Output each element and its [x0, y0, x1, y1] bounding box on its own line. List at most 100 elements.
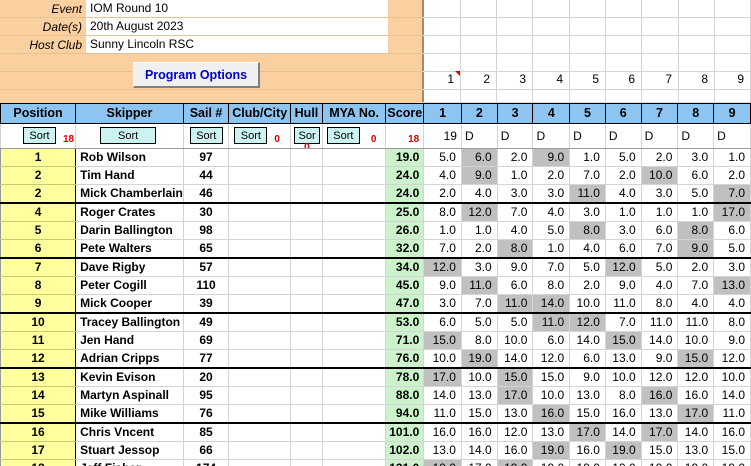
table-row[interactable]: 2 Mick Chamberlain 46 24.0 2.0 4.0 3.0 3.0 11.0 4… — [0, 184, 751, 204]
row-race-9-score: 3.0 — [713, 258, 751, 277]
table-row[interactable]: 6 Pete Walters 65 32.0 7.0 2.0 8.0 1.0 4.0 6.0 7.0… — [0, 239, 751, 259]
table-row[interactable]: 7 Dave Rigby 57 34.0 12.0 3.0 9.0 7.0 5.0 12.0 5.0… — [0, 258, 751, 277]
row-total-score: 53.0 — [385, 313, 425, 332]
row-club — [228, 368, 292, 387]
table-row[interactable]: 13 Kevin Evison 20 78.0 17.0 10.0 15.0 15.0 9.0 1… — [0, 368, 751, 387]
table-row[interactable]: 8 Peter Cogill 110 45.0 9.0 11.0 6.0 8.0 2.0 9.0 4… — [0, 276, 751, 295]
table-row[interactable]: 15 Mike Williams 76 94.0 11.0 15.0 13.0 16.0 15.… — [0, 404, 751, 424]
row-race-5-score: 16.0 — [569, 441, 606, 460]
table-row[interactable]: 14 Martyn Aspinall 95 88.0 14.0 13.0 17.0 10.0 1… — [0, 386, 751, 405]
row-total-score: 131.0 — [385, 459, 425, 466]
row-race-9-score: 17.0 — [713, 203, 751, 222]
row-race-2-score: 16.0 — [461, 423, 498, 442]
table-row[interactable]: 10 Tracey Ballington 49 53.0 6.0 5.0 5.0 11.0 12… — [0, 313, 751, 332]
table-row[interactable]: 18Jeff Fisher174131.019.017.019.019.019.… — [0, 459, 751, 466]
row-position: 18 — [0, 459, 77, 466]
row-race-7-score: 6.0 — [641, 221, 679, 240]
row-hull — [290, 368, 323, 387]
row-race-8-score: 15.0 — [677, 349, 715, 369]
row-race-1-score: 14.0 — [423, 386, 462, 405]
row-race-5-score: 15.0 — [569, 404, 606, 424]
panel-edge — [422, 0, 424, 103]
row-race-5-score: 5.0 — [569, 258, 606, 277]
row-skipper: Jeff Fisher — [75, 459, 184, 466]
table-row[interactable]: 11 Jen Hand 69 71.0 15.0 8.0 10.0 6.0 14.0 15.0 14… — [0, 331, 751, 350]
top-race-number-8: 8 — [701, 72, 708, 86]
col-header-position[interactable]: Position — [0, 103, 77, 124]
program-options-button[interactable]: Program Options — [133, 62, 260, 88]
sort-button-sail[interactable]: Sort — [189, 127, 223, 144]
sort-button-mya[interactable]: Sort — [326, 127, 360, 144]
host-club-value[interactable]: Sunny Lincoln RSC — [86, 36, 388, 53]
col-header-race-5[interactable]: 5 — [569, 103, 606, 124]
row-race-7-score: 7.0 — [641, 239, 679, 259]
col-header-race-9[interactable]: 9 — [713, 103, 751, 124]
col-header-race-3[interactable]: 3 — [496, 103, 534, 124]
col-header-race-4[interactable]: 4 — [532, 103, 571, 124]
row-skipper: Chris Vncent — [75, 423, 184, 442]
row-race-1-score: 3.0 — [423, 294, 462, 314]
col-header-race-2[interactable]: 2 — [460, 103, 498, 124]
row-hull — [290, 276, 323, 295]
row-total-score: 94.0 — [385, 404, 425, 424]
position-count: 18 — [63, 134, 75, 145]
sort-button-hull[interactable]: Sor — [294, 127, 321, 144]
row-club — [228, 404, 292, 424]
row-race-2-score: 4.0 — [461, 184, 498, 204]
row-race-7-score: 17.0 — [641, 423, 679, 442]
row-race-5-score: 3.0 — [569, 203, 606, 222]
col-header-skipper[interactable]: Skipper — [75, 103, 184, 124]
row-mya-number — [322, 239, 387, 259]
row-mya-number — [322, 459, 387, 466]
col-header-score[interactable]: Score — [385, 103, 425, 124]
table-row[interactable]: 16 Chris Vncent 85 101.0 16.0 16.0 12.0 13.0 17.… — [0, 423, 751, 442]
row-race-6-score: 19.0 — [605, 441, 642, 460]
col-header-race-8[interactable]: 8 — [677, 103, 715, 124]
row-skipper: Adrian Cripps — [75, 349, 184, 369]
skipper-sort-cell: Sort — [75, 123, 184, 149]
table-row[interactable]: 1 Rob Wilson 97 19.0 5.0 6.0 2.0 9.0 1.0 5.0 2.0 3.… — [0, 148, 751, 167]
row-race-8-score: 6.0 — [677, 166, 715, 185]
col-header-race-7[interactable]: 7 — [640, 103, 679, 124]
row-race-6-score: 15.0 — [605, 331, 642, 350]
col-header-race-1[interactable]: 1 — [423, 103, 462, 124]
row-race-7-score: 11.0 — [641, 313, 679, 332]
row-race-2-score: 1.0 — [461, 221, 498, 240]
event-value[interactable]: IOM Round 10 — [86, 0, 388, 17]
row-mya-number — [322, 331, 387, 350]
col-header-mya[interactable]: MYA No. — [321, 103, 387, 124]
row-skipper: Dave Rigby — [75, 258, 184, 277]
row-skipper: Darin Ballington — [75, 221, 184, 240]
sort-button-position[interactable]: Sort — [23, 127, 56, 144]
row-mya-number — [322, 221, 387, 240]
row-hull — [290, 239, 323, 259]
row-race-6-score: 3.0 — [605, 221, 642, 240]
table-row[interactable]: 17 Stuart Jessop 66 102.0 13.0 14.0 16.0 19.0 16… — [0, 441, 751, 460]
sort-button-club[interactable]: Sort — [234, 127, 268, 144]
row-club — [228, 331, 292, 350]
col-header-club[interactable]: Club/City — [228, 103, 292, 124]
row-sail-number: 77 — [183, 349, 230, 369]
col-header-hull[interactable]: Hull — [290, 103, 323, 124]
row-club — [228, 423, 292, 442]
row-race-4-score: 16.0 — [532, 404, 571, 424]
row-sail-number: 57 — [183, 258, 230, 277]
col-header-sail[interactable]: Sail # — [182, 103, 230, 124]
row-race-9-score: 1.0 — [713, 148, 751, 167]
table-row[interactable]: 12 Adrian Cripps 77 76.0 10.0 19.0 14.0 12.0 6.0… — [0, 349, 751, 369]
table-row[interactable]: 9 Mick Cooper 39 47.0 3.0 7.0 11.0 14.0 10.0 11.0… — [0, 294, 751, 314]
table-row[interactable]: 2 Tim Hand 44 24.0 4.0 9.0 1.0 2.0 7.0 2.0 10.0 6.0… — [0, 166, 751, 185]
table-row[interactable]: 5 Darin Ballington 98 26.0 1.0 1.0 4.0 5.0 8.0 3.… — [0, 221, 751, 240]
row-mya-number — [322, 313, 387, 332]
row-race-6-score: 14.0 — [605, 423, 642, 442]
col-header-race-6[interactable]: 6 — [604, 103, 642, 124]
row-race-3-score: 16.0 — [497, 441, 534, 460]
table-row[interactable]: 4 Roger Crates 30 25.0 8.0 12.0 7.0 4.0 3.0 1.0 1.… — [0, 203, 751, 222]
sort-button-skipper[interactable]: Sort — [100, 127, 157, 144]
race-5-discard-flag: D — [569, 123, 606, 149]
dates-value[interactable]: 20th August 2023 — [86, 18, 388, 35]
row-race-6-score: 5.0 — [605, 148, 642, 167]
row-race-4-score: 6.0 — [532, 331, 571, 350]
row-race-6-score: 9.0 — [605, 276, 642, 295]
